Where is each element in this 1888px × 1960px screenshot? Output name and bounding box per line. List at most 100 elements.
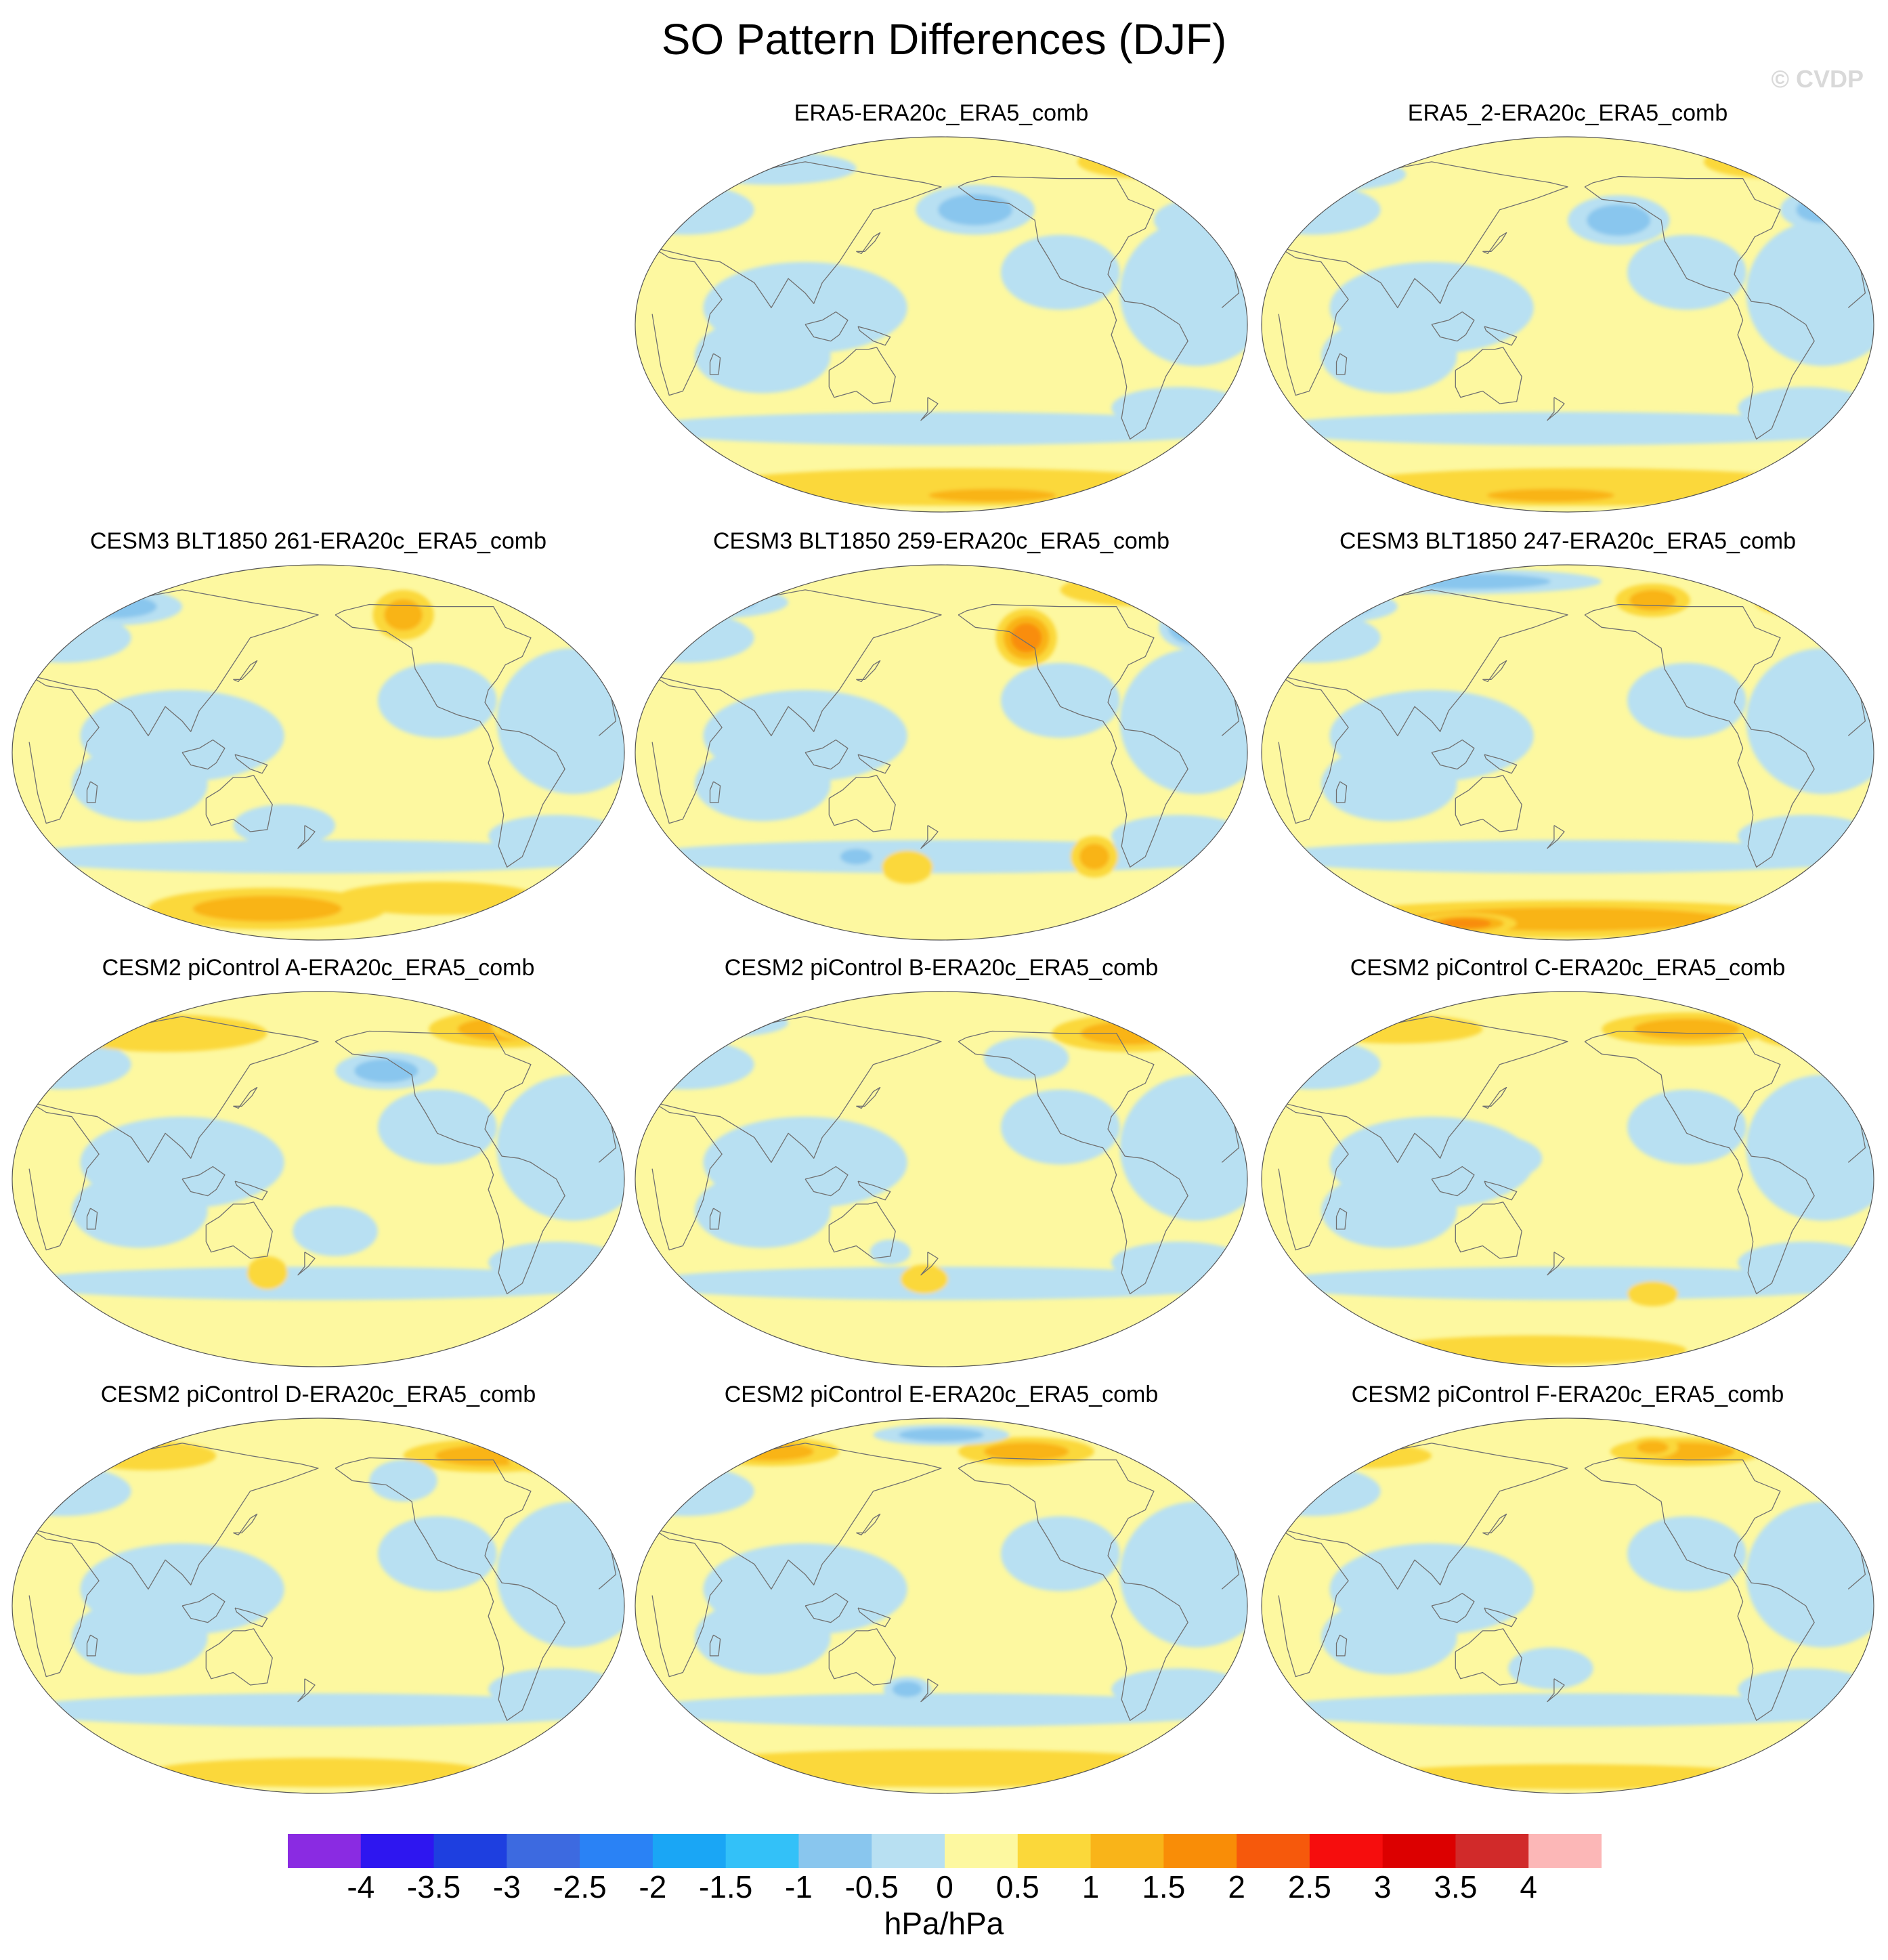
contour-region [1000,1516,1120,1592]
coastline [335,1457,565,1721]
map-canvas [1261,564,1874,941]
cvdp-watermark: © CVDP [1771,65,1864,93]
contour-region [71,1172,208,1248]
contour-region [694,746,831,822]
coastline [804,1592,849,1623]
colorbar-swatch [872,1834,945,1868]
contour-region [1262,1266,1874,1300]
contour-region [488,1668,624,1710]
contour-region [369,1460,437,1502]
contour-region [870,1239,911,1265]
coastline [1482,1086,1507,1109]
contour-region [694,318,831,393]
contour-region [1755,1019,1857,1048]
coastline [958,603,1188,868]
contour-region [1262,412,1874,446]
contour-region [520,1452,559,1468]
colorbar-tick-label: -1 [784,1869,813,1904]
panel-title: CESM3 BLT1850 247-ERA20c_ERA5_comb [1339,528,1797,554]
contour-region [900,1264,949,1294]
panel-title: CESM2 piControl C-ERA20c_ERA5_comb [1350,955,1786,981]
contour-region [1111,1241,1247,1283]
contour-region [1321,1172,1457,1248]
contour-region [1738,387,1874,429]
figure-title: SO Pattern Differences (DJF) [661,15,1227,64]
map-border [1261,991,1874,1367]
map-border [1261,564,1874,941]
coastline [958,175,1188,440]
colorbar-units: hPa/hPa [884,1906,1004,1941]
map-canvas [1261,991,1874,1367]
contour-region [1627,662,1746,738]
contour-region [233,804,336,847]
coastline [1547,825,1565,849]
map-panel: CESM2 piControl A-ERA20c_ERA5_comb [7,954,630,1380]
map-panel: CESM3 BLT1850 261-ERA20c_ERA5_comb [7,527,630,954]
contour-region [652,1749,1230,1787]
contour-region [71,1599,208,1675]
coastline [1431,1592,1475,1623]
contour-region [1587,205,1651,236]
colorbar-swatch [1455,1834,1529,1868]
contour-region [1796,196,1849,223]
contour-region [499,1017,546,1037]
map-canvas [12,991,625,1367]
colorbar-swatch [1237,1834,1310,1868]
contour-region [1380,574,1551,590]
contour-region [1111,815,1247,857]
coastline [1547,1678,1565,1703]
contour-region [892,1681,922,1697]
contour-region [12,1266,624,1300]
contour-region [1077,145,1214,179]
map-canvas [12,1418,625,1794]
contour-region [1627,1516,1746,1592]
contour-region [983,1037,1069,1080]
coastline [86,1208,98,1230]
contour-region [1159,604,1234,651]
coastline [1860,631,1872,649]
coastline [958,1457,1188,1721]
coastline [804,1166,849,1197]
colorbar-tick-labels: -4 -3.5 -3 -2.5 -2 -1.5 -1 -0.5 0 0.5 1 1.5 2 2.5 3 3.5… [0,1868,1888,1909]
colorbar-tick-label: -3.5 [406,1869,461,1904]
coastline [828,775,896,832]
coastline [804,311,849,342]
coastline [234,754,268,774]
panel-title: CESM2 piControl A-ERA20c_ERA5_comb [102,955,535,981]
coastline [233,660,258,683]
contour-region [1312,1014,1483,1044]
contour-region [649,592,756,613]
panel-title: CESM2 piControl F-ERA20c_ERA5_comb [1351,1382,1784,1407]
coastline [1584,1457,1815,1721]
coastline [297,825,316,849]
contour-region [1262,590,1398,624]
coastline [1431,311,1475,342]
coastline [86,1634,98,1657]
coastline [610,1484,623,1502]
map-panel: CESM2 piControl E-ERA20c_ERA5_comb [630,1380,1253,1807]
coastline [233,1513,258,1536]
coastline [335,603,565,868]
coastline [1484,326,1518,346]
contour-region [1321,746,1457,822]
contour-region [71,746,208,822]
contour-region [377,662,497,738]
contour-region [1111,387,1247,429]
coastline [920,1678,939,1703]
coastline [233,1086,258,1109]
map-border [1261,136,1874,513]
contour-region [246,1256,288,1290]
contour-region [840,849,872,865]
coastline [1584,175,1815,440]
panel-title: CESM2 piControl E-ERA20c_ERA5_comb [724,1382,1159,1407]
contour-region [384,599,423,631]
contour-region [1281,164,1377,185]
colorbar-tick-label: 2 [1228,1869,1245,1904]
colorbar-tick-label: 1 [1081,1869,1100,1904]
panel-title: ERA5_2-ERA20c_ERA5_comb [1407,100,1728,126]
map-canvas [1261,1418,1874,1794]
colorbar-swatch [1017,1834,1092,1868]
contour-region [983,1442,1069,1461]
coastline [234,1180,268,1201]
contour-region [507,1021,538,1034]
